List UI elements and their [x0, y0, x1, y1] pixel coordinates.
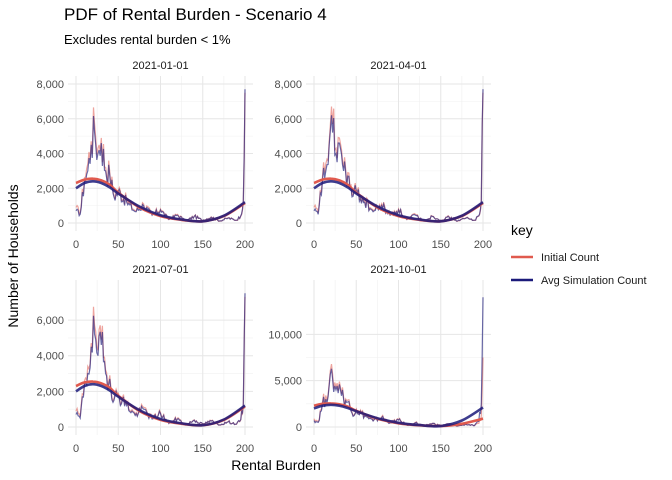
y-tick-label: 0	[296, 218, 302, 230]
x-tick-label: 0	[73, 239, 79, 251]
x-tick-label: 150	[432, 443, 450, 455]
x-tick-label: 200	[474, 443, 492, 455]
x-tick-label: 200	[474, 239, 492, 251]
x-tick-label: 50	[112, 239, 124, 251]
x-tick-label: 50	[350, 443, 362, 455]
raw-avg-simulation-count-line	[313, 89, 484, 222]
legend: key Initial Count Avg Simulation Count	[511, 222, 647, 287]
x-tick-label: 100	[151, 443, 169, 455]
facet-panel: 2021-01-01 0 2,000 4,000 6,000 8,000 0 50 100 150…	[36, 60, 254, 251]
facet-strip-label: 2021-07-01	[132, 264, 188, 276]
x-tick-label: 150	[432, 239, 450, 251]
y-tick-label: 8,000	[36, 79, 64, 91]
facet-panel: 2021-10-01 0 5,000 10,000 0 50 100 150 200	[268, 264, 492, 455]
facet-strip-label: 2021-10-01	[370, 264, 426, 276]
y-tick-label: 6,000	[274, 114, 302, 126]
y-tick-label: 0	[58, 422, 64, 434]
y-tick-label: 8,000	[274, 79, 302, 91]
legend-title: key	[511, 222, 533, 238]
x-tick-label: 0	[311, 239, 317, 251]
chart-subtitle: Excludes rental burden < 1%	[64, 32, 231, 47]
y-tick-label: 10,000	[268, 329, 302, 341]
smooth-avg-simulation-count-line	[313, 179, 484, 223]
chart-title: PDF of Rental Burden - Scenario 4	[64, 5, 327, 24]
x-tick-label: 0	[73, 443, 79, 455]
y-tick-label: 5,000	[274, 376, 302, 388]
x-tick-label: 100	[389, 239, 407, 251]
smooth-avg-simulation-count-line	[75, 382, 246, 427]
x-tick-label: 50	[350, 239, 362, 251]
raw-avg-simulation-count-line	[75, 293, 246, 426]
facet-panel: 2021-04-01 0 2,000 4,000 6,000 8,000 0 50 100 150…	[274, 60, 492, 251]
x-tick-label: 150	[194, 443, 212, 455]
x-tick-label: 50	[112, 443, 124, 455]
facet-panel: 2021-07-01 0 2,000 4,000 6,000 0 50 100 150 200	[36, 264, 254, 455]
y-tick-label: 0	[58, 218, 64, 230]
y-tick-label: 2,000	[36, 183, 64, 195]
y-tick-label: 2,000	[274, 183, 302, 195]
raw-avg-simulation-count-line	[75, 89, 246, 222]
y-tick-label: 4,000	[36, 149, 64, 161]
legend-label-avg-simulation-count: Avg Simulation Count	[541, 275, 647, 287]
facet-panels: 2021-01-01 0 2,000 4,000 6,000 8,000 0 50 100 150…	[36, 60, 492, 455]
x-tick-label: 200	[236, 239, 254, 251]
y-axis-title: Number of Households	[5, 184, 21, 327]
y-tick-label: 4,000	[36, 351, 64, 363]
y-tick-label: 6,000	[36, 315, 64, 327]
y-tick-label: 2,000	[36, 386, 64, 398]
y-tick-label: 4,000	[274, 149, 302, 161]
legend-label-initial-count: Initial Count	[541, 252, 599, 264]
x-tick-label: 0	[311, 443, 317, 455]
x-axis-title: Rental Burden	[231, 457, 321, 473]
facet-strip-label: 2021-04-01	[370, 60, 426, 72]
smooth-avg-simulation-count-line	[313, 403, 484, 428]
x-tick-label: 150	[194, 239, 212, 251]
y-tick-label: 6,000	[36, 114, 64, 126]
smooth-avg-simulation-count-line	[75, 179, 246, 223]
x-tick-label: 200	[236, 443, 254, 455]
facet-strip-label: 2021-01-01	[132, 60, 188, 72]
x-tick-label: 100	[151, 239, 169, 251]
x-tick-label: 100	[389, 443, 407, 455]
y-tick-label: 0	[296, 422, 302, 434]
